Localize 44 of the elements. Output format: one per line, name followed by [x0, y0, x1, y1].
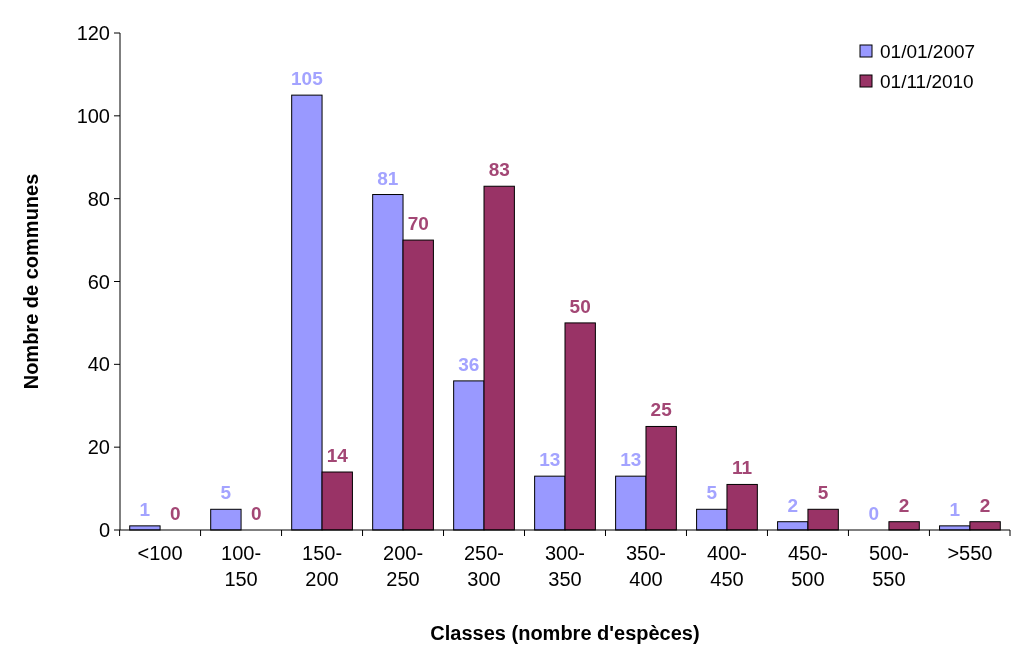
data-label: 105	[291, 68, 324, 90]
y-tick-label: 80	[87, 187, 110, 210]
data-label: 13	[539, 449, 561, 471]
legend-label: 01/01/2007	[880, 40, 976, 62]
data-label: 50	[569, 295, 591, 317]
data-label: 0	[169, 503, 181, 524]
x-tick-label: 150-200	[302, 542, 343, 590]
x-tick-label: 250-300	[464, 542, 505, 590]
x-tick-label: 200-250	[383, 542, 424, 590]
data-label: 5	[706, 482, 718, 504]
y-axis-title: Nombre de communes	[20, 173, 42, 390]
x-axis-title: Classes (nombre d'espèces)	[430, 622, 700, 644]
data-label: 36	[458, 353, 480, 375]
x-tick-label: <100	[137, 542, 183, 564]
data-label: 14	[326, 445, 349, 467]
y-tick-label: 0	[98, 519, 110, 541]
data-label: 1	[949, 498, 961, 520]
data-label: 25	[650, 399, 673, 421]
data-label: 2	[898, 494, 910, 516]
data-label: 1	[139, 498, 151, 520]
x-tick-label: 500-550	[868, 542, 909, 590]
data-label: 5	[817, 482, 829, 504]
x-tick-label: 100-150	[221, 542, 262, 590]
data-label: 2	[979, 494, 991, 516]
data-label: 5	[220, 482, 232, 504]
y-tick-label: 100	[76, 104, 110, 127]
y-tick-label: 60	[87, 270, 110, 293]
y-tick-label: 20	[87, 436, 110, 459]
data-label: 2	[787, 494, 799, 516]
x-tick-label: >550	[947, 542, 993, 564]
x-tick-label: 450-500	[787, 542, 828, 590]
data-label: 83	[488, 159, 510, 181]
x-tick-label: 300-350	[544, 542, 586, 590]
data-label: 13	[620, 449, 642, 471]
y-tick-label: 40	[87, 353, 110, 376]
data-label: 70	[407, 213, 429, 235]
data-label: 11	[732, 457, 753, 479]
data-label: 0	[250, 503, 262, 524]
data-label: 81	[377, 167, 399, 189]
legend-label: 01/11/2010	[880, 70, 974, 92]
y-tick-label: 120	[76, 22, 110, 44]
x-tick-label: 350-400	[625, 542, 666, 590]
x-tick-label: 400-450	[706, 542, 747, 590]
data-label: 0	[868, 503, 880, 524]
